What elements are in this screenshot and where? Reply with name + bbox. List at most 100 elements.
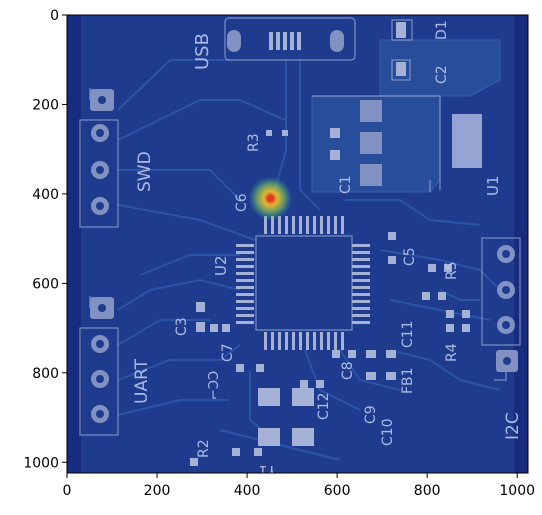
u2-pin-pad	[352, 307, 370, 310]
y-axis: 0 200 400 600 800 1000	[23, 8, 67, 471]
u2-pin-pad	[236, 286, 254, 289]
x-tick-label: 200	[144, 483, 171, 499]
u2-pin-pad	[352, 251, 370, 254]
u2-pin-pad	[278, 216, 281, 234]
traces	[117, 59, 501, 461]
u1-regulator-pads	[360, 100, 482, 186]
label-c9: C9	[363, 405, 379, 424]
label-i2c: I2C	[503, 412, 523, 440]
u2-pin-pad	[327, 216, 330, 234]
silkscreen-labels: USB SWD UART I2C U1 U2 D1 C1 C2 C3 C5 C6…	[132, 20, 523, 478]
u2-pin-pad	[236, 258, 254, 261]
u2-pin-pad	[352, 321, 370, 324]
label-y1: Y1	[259, 462, 277, 478]
y-tick-label: 0	[50, 8, 59, 24]
label-r4: R4	[444, 343, 460, 362]
u2-pin-pad	[299, 216, 302, 234]
u2-pin-pad	[313, 332, 316, 350]
label-uart: UART	[132, 358, 152, 404]
u2-pin-pad	[327, 332, 330, 350]
u2-pin-pad	[334, 216, 337, 234]
y-tick-label: 600	[32, 276, 59, 292]
label-usb: USB	[192, 33, 213, 70]
pin-header-i2c-holes	[502, 250, 511, 365]
u2-pin-pad	[236, 265, 254, 268]
u2-pin-pad	[236, 307, 254, 310]
u2-pin-pad	[299, 332, 302, 350]
u2-pin-pad	[292, 216, 295, 234]
label-c12: C12	[316, 392, 332, 420]
label-r2: R2	[196, 439, 212, 458]
u2-pin-pad	[236, 251, 254, 254]
u2-pin-pad	[352, 279, 370, 282]
u2-pin-pad	[285, 332, 288, 350]
pin-header-uart-holes	[96, 304, 106, 418]
u2-ic-pads	[236, 216, 370, 350]
label-fb1: FB1	[400, 367, 416, 394]
passive-pads	[190, 22, 470, 466]
tint-overlay	[67, 15, 528, 473]
label-u2: U2	[212, 255, 230, 276]
label-c3: C3	[174, 317, 190, 336]
u2-pin-pad	[352, 314, 370, 317]
u2-pin-pad	[320, 332, 323, 350]
label-swd: SWD	[135, 151, 155, 192]
x-tick-label: 0	[63, 483, 72, 499]
u2-pin-pad	[341, 216, 344, 234]
u2-pin-pad	[271, 332, 274, 350]
u2-pin-pad	[236, 272, 254, 275]
u2-pin-pad	[236, 244, 254, 247]
label-d1: D1	[434, 20, 450, 40]
u2-pin-pad	[341, 332, 344, 350]
u2-pin-pad	[306, 332, 309, 350]
label-c8: C8	[340, 361, 356, 380]
board-edge-left	[67, 15, 81, 473]
u2-pin-pad	[352, 272, 370, 275]
y-tick-label: 1000	[23, 455, 59, 471]
usb-connector	[227, 30, 344, 52]
pin-header-swd-holes	[96, 96, 106, 210]
u2-pin-pad	[236, 279, 254, 282]
u2-pin-pad	[352, 265, 370, 268]
u2-pin-pad	[313, 216, 316, 234]
label-c11: C11	[400, 320, 416, 348]
label-u1: U1	[484, 175, 502, 196]
u2-pin-pad	[352, 244, 370, 247]
u2-pin-pad	[352, 286, 370, 289]
u2-pin-pad	[306, 216, 309, 234]
u2-pin-pad	[320, 216, 323, 234]
x-axis: 0 200 400 600 800 1000	[63, 473, 535, 499]
pcb-photo: USB SWD UART I2C U1 U2 D1 C1 C2 C3 C5 C6…	[67, 15, 528, 478]
hotspot-core	[266, 194, 275, 203]
plot-frame	[66, 14, 529, 474]
u2-pin-pad	[334, 332, 337, 350]
u2-pin-pad	[285, 216, 288, 234]
label-r3: R3	[246, 133, 262, 152]
copper-pour-top	[379, 39, 501, 97]
label-c10: C10	[380, 418, 396, 446]
label-c2: C2	[434, 65, 450, 84]
u2-pin-pad	[278, 332, 281, 350]
u2-pin-pad	[236, 293, 254, 296]
u2-pin-pad	[264, 332, 267, 350]
u2-pin-pad	[264, 216, 267, 234]
y-tick-label: 400	[32, 187, 59, 203]
u2-pin-pad	[352, 293, 370, 296]
y-tick-label: 800	[32, 366, 59, 382]
saliency-hotspot	[248, 176, 293, 221]
x-tick-label: 800	[414, 483, 441, 499]
label-c1: C1	[338, 175, 354, 194]
label-c7-sub: ⌐ƆƆ	[207, 371, 222, 400]
label-r5: R5	[444, 261, 460, 280]
label-c6: C6	[234, 193, 250, 212]
u2-pin-pad	[236, 314, 254, 317]
u2-pin-pad	[271, 216, 274, 234]
label-c5: C5	[402, 247, 418, 266]
x-tick-label: 400	[234, 483, 261, 499]
u2-pin-pad	[236, 321, 254, 324]
u2-pin-pad	[352, 258, 370, 261]
u2-pin-pad	[236, 300, 254, 303]
y-tick-label: 200	[32, 97, 59, 113]
x-tick-label: 600	[324, 483, 351, 499]
